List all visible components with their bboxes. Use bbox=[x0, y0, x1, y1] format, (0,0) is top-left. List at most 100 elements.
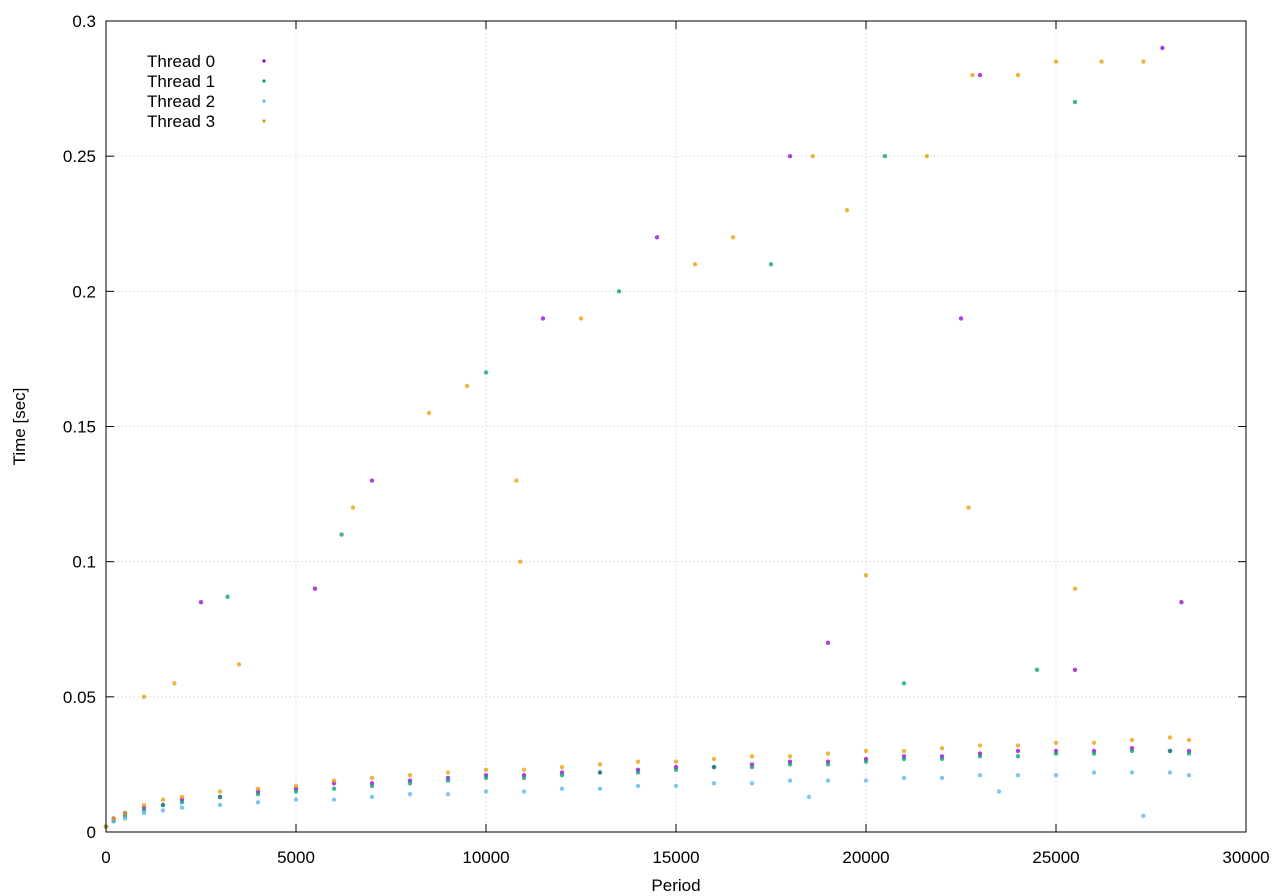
data-point bbox=[882, 154, 888, 159]
data-point bbox=[331, 786, 337, 791]
data-point bbox=[1141, 813, 1146, 818]
legend-marker bbox=[262, 59, 266, 63]
data-point bbox=[312, 586, 318, 591]
x-tick-label: 5000 bbox=[277, 848, 315, 867]
data-point bbox=[293, 797, 299, 802]
data-point bbox=[141, 810, 147, 816]
data-point bbox=[1186, 737, 1192, 743]
y-tick-label: 0.25 bbox=[63, 147, 96, 166]
data-point bbox=[1167, 770, 1173, 775]
data-point bbox=[1091, 740, 1097, 745]
data-point bbox=[331, 778, 337, 783]
data-point bbox=[407, 773, 413, 778]
data-point bbox=[293, 783, 299, 789]
data-point bbox=[844, 208, 850, 213]
data-point bbox=[426, 410, 432, 416]
data-point bbox=[901, 756, 907, 762]
data-point bbox=[939, 775, 945, 781]
data-point bbox=[1072, 99, 1078, 105]
data-point bbox=[1015, 748, 1021, 754]
data-point bbox=[1186, 773, 1192, 778]
x-tick-label: 20000 bbox=[842, 848, 889, 867]
data-point bbox=[654, 235, 660, 240]
data-point bbox=[518, 559, 523, 564]
data-point bbox=[141, 802, 147, 808]
data-point bbox=[616, 289, 622, 294]
data-point bbox=[730, 235, 736, 240]
data-point bbox=[825, 640, 831, 645]
data-point bbox=[255, 786, 261, 791]
x-tick-label: 0 bbox=[101, 848, 110, 867]
data-point bbox=[1072, 586, 1078, 591]
data-point bbox=[1129, 770, 1135, 775]
data-point bbox=[1186, 751, 1192, 756]
data-point bbox=[787, 778, 793, 783]
data-point bbox=[521, 767, 527, 772]
data-point bbox=[1072, 667, 1078, 672]
data-point bbox=[217, 802, 223, 808]
data-point bbox=[597, 762, 603, 767]
data-point bbox=[483, 775, 489, 781]
data-point bbox=[179, 794, 185, 800]
data-point bbox=[825, 778, 831, 783]
data-point bbox=[958, 316, 964, 321]
data-point bbox=[749, 764, 755, 770]
data-point bbox=[160, 797, 166, 802]
legend-marker bbox=[262, 79, 266, 83]
data-point bbox=[1167, 748, 1173, 754]
data-point bbox=[293, 789, 299, 794]
x-tick-label: 25000 bbox=[1032, 848, 1079, 867]
data-point bbox=[673, 783, 679, 789]
data-point bbox=[540, 316, 546, 321]
data-point bbox=[217, 794, 223, 800]
data-point bbox=[901, 748, 907, 754]
data-point bbox=[339, 532, 344, 537]
series-1 bbox=[103, 99, 1192, 829]
data-point bbox=[369, 794, 375, 800]
data-points bbox=[103, 45, 1192, 829]
data-point bbox=[217, 789, 223, 794]
data-point bbox=[514, 478, 519, 483]
data-point bbox=[977, 743, 983, 748]
data-point bbox=[559, 786, 565, 791]
data-point bbox=[787, 154, 793, 159]
data-point bbox=[1160, 45, 1165, 51]
y-tick-label: 0.1 bbox=[72, 553, 96, 572]
data-point bbox=[198, 600, 204, 605]
data-point bbox=[825, 762, 831, 767]
data-point bbox=[939, 756, 945, 762]
grid-lines bbox=[106, 21, 1246, 832]
data-point bbox=[970, 72, 975, 78]
data-point bbox=[179, 805, 185, 810]
data-point bbox=[711, 756, 717, 762]
data-point bbox=[122, 816, 128, 821]
data-point bbox=[483, 767, 489, 772]
data-point bbox=[160, 808, 166, 813]
data-point bbox=[559, 764, 565, 770]
legend-marker bbox=[262, 99, 266, 103]
y-tick-label: 0.2 bbox=[72, 282, 96, 301]
data-point bbox=[924, 154, 929, 159]
legend-marker bbox=[262, 119, 266, 123]
data-point bbox=[172, 681, 177, 686]
data-point bbox=[122, 810, 128, 816]
data-point bbox=[1034, 667, 1040, 672]
data-point bbox=[977, 754, 983, 759]
data-point bbox=[787, 754, 793, 759]
data-point bbox=[977, 773, 983, 778]
data-point bbox=[1015, 773, 1021, 778]
legend-label: Thread 1 bbox=[147, 72, 215, 91]
data-point bbox=[901, 775, 907, 781]
data-point bbox=[407, 781, 413, 786]
data-point bbox=[977, 72, 983, 78]
data-point bbox=[863, 778, 869, 783]
legend-label: Thread 0 bbox=[147, 52, 215, 71]
data-point bbox=[966, 505, 971, 510]
data-point bbox=[255, 800, 261, 805]
data-point bbox=[597, 786, 603, 791]
data-point bbox=[179, 800, 185, 805]
data-point bbox=[635, 783, 641, 789]
data-point bbox=[445, 778, 451, 783]
series-0 bbox=[103, 45, 1192, 829]
